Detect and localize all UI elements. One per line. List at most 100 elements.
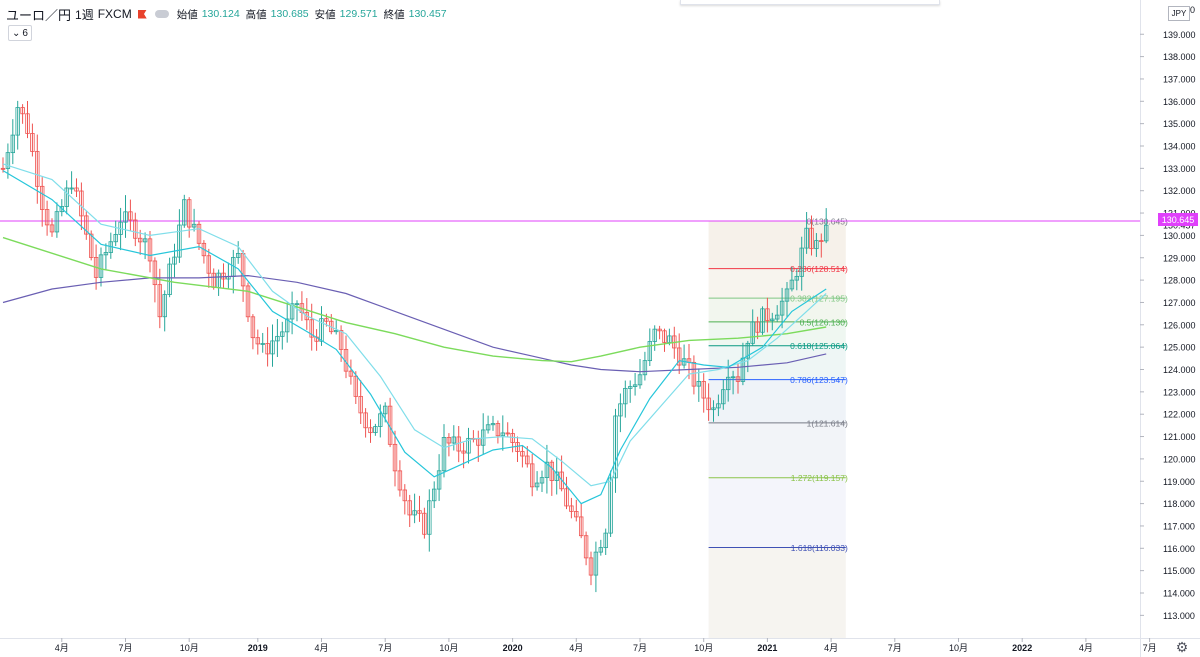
candle-body [133, 219, 138, 239]
candle-body [799, 247, 804, 277]
moving-average-mid[interactable] [2, 163, 827, 487]
candle-body [431, 488, 437, 502]
candle-body [373, 426, 378, 434]
candle-body [255, 337, 260, 345]
candle-body [412, 510, 417, 516]
indicator-toggle-button[interactable]: ⌄ 6 [8, 25, 32, 41]
candle-body [363, 412, 368, 429]
symbol-legend: ユーロ／円 1週 FXCM 始値 130.124 高値 130.685 安値 1… [6, 4, 453, 24]
currency-badge[interactable]: JPY [1168, 6, 1190, 21]
market-status-icon [154, 10, 169, 18]
candle-body [270, 340, 275, 355]
candle-body [779, 300, 785, 316]
symbol-name[interactable]: ユーロ／円 [6, 7, 72, 23]
timeframe-label[interactable]: 1週 [75, 7, 94, 22]
candle-body [500, 432, 505, 437]
candle-body [490, 423, 496, 426]
candle-body [30, 133, 35, 152]
candle-body [760, 308, 765, 333]
candle-body [10, 134, 15, 154]
candle-body [530, 463, 535, 488]
candle-body [196, 223, 202, 244]
candle-body [191, 223, 197, 228]
candle-body [402, 489, 407, 502]
candle-body [280, 331, 285, 337]
time-axis-label: 2019 [248, 643, 268, 653]
price-axis-label: 123.000 [1163, 387, 1196, 397]
price-axis-label: 134.000 [1163, 142, 1196, 152]
fib-level-label-0.5: 0.5(126.130) [800, 317, 848, 327]
price-axis-label: 124.000 [1163, 365, 1196, 375]
candle-body [289, 303, 295, 320]
price-axis-label: 126.000 [1163, 320, 1196, 330]
candle-body [789, 279, 795, 290]
candle-body [20, 107, 25, 115]
close-label: 終値 [383, 8, 405, 21]
candle-body [593, 551, 599, 576]
candle-body [662, 330, 667, 343]
currency-suffix: 0 [1190, 5, 1196, 15]
candle-body [235, 252, 241, 258]
candle-body [730, 376, 736, 379]
candle-body [814, 240, 819, 250]
candle-body [142, 238, 148, 243]
candle-body [69, 187, 74, 190]
price-axis-label: 118.000 [1163, 499, 1195, 509]
price-axis-label: 117.000 [1163, 521, 1195, 531]
fib-zone-0 [708, 220, 846, 269]
candle-body [559, 471, 564, 490]
candle-body [505, 432, 510, 435]
candle-body [137, 237, 143, 243]
time-axis-label: 10月 [180, 643, 199, 653]
candle-body [804, 227, 809, 249]
candle-body [201, 242, 207, 257]
candle-body [368, 427, 373, 434]
high-value: 130.685 [270, 8, 309, 20]
candle-body [588, 557, 594, 576]
candle-body [79, 190, 84, 217]
fib-zone-0.5 [708, 321, 846, 346]
candle-body [696, 381, 701, 387]
candle-body [495, 423, 501, 437]
candle-body [770, 318, 775, 322]
time-axis-label: 10月 [439, 643, 458, 653]
candle-body [618, 403, 623, 417]
candle-body [84, 215, 89, 235]
candle-body [260, 343, 265, 345]
fib-zone-1.618 [708, 547, 846, 638]
indicator-count: 6 [22, 27, 28, 39]
low-label: 安値 [314, 8, 336, 21]
candle-body [579, 516, 584, 537]
candle-body [348, 370, 354, 377]
candle-body [735, 376, 741, 382]
candle-body [784, 288, 790, 302]
candle-body [172, 256, 177, 265]
settings-button[interactable]: ⚙ [1167, 638, 1197, 657]
candle-body [701, 381, 706, 399]
candle-body [49, 224, 55, 233]
fib-zone-1.272 [708, 477, 846, 548]
time-axis-label: 2021 [757, 643, 777, 653]
candle-body [574, 511, 579, 518]
candle-body [147, 238, 153, 262]
candle-body [623, 387, 628, 405]
candle-body [309, 319, 314, 338]
candle-body [324, 318, 329, 322]
candle-body [333, 330, 339, 333]
time-axis-label: 4月 [314, 643, 328, 653]
fib-level-label-0.236: 0.236(128.514) [790, 264, 848, 274]
candle-body [544, 461, 550, 479]
candle-body [716, 403, 721, 409]
candle-body [564, 488, 569, 507]
fib-level-label-0.618: 0.618(125.064) [790, 341, 848, 351]
candle-body [417, 510, 422, 514]
candle-body [534, 482, 540, 488]
moving-average-fast[interactable] [2, 170, 827, 505]
candle-body [824, 224, 829, 242]
moving-average-slow[interactable] [2, 236, 827, 363]
candle-body [382, 405, 388, 415]
price-axis-label: 125.000 [1163, 343, 1196, 353]
candle-body [25, 113, 30, 134]
